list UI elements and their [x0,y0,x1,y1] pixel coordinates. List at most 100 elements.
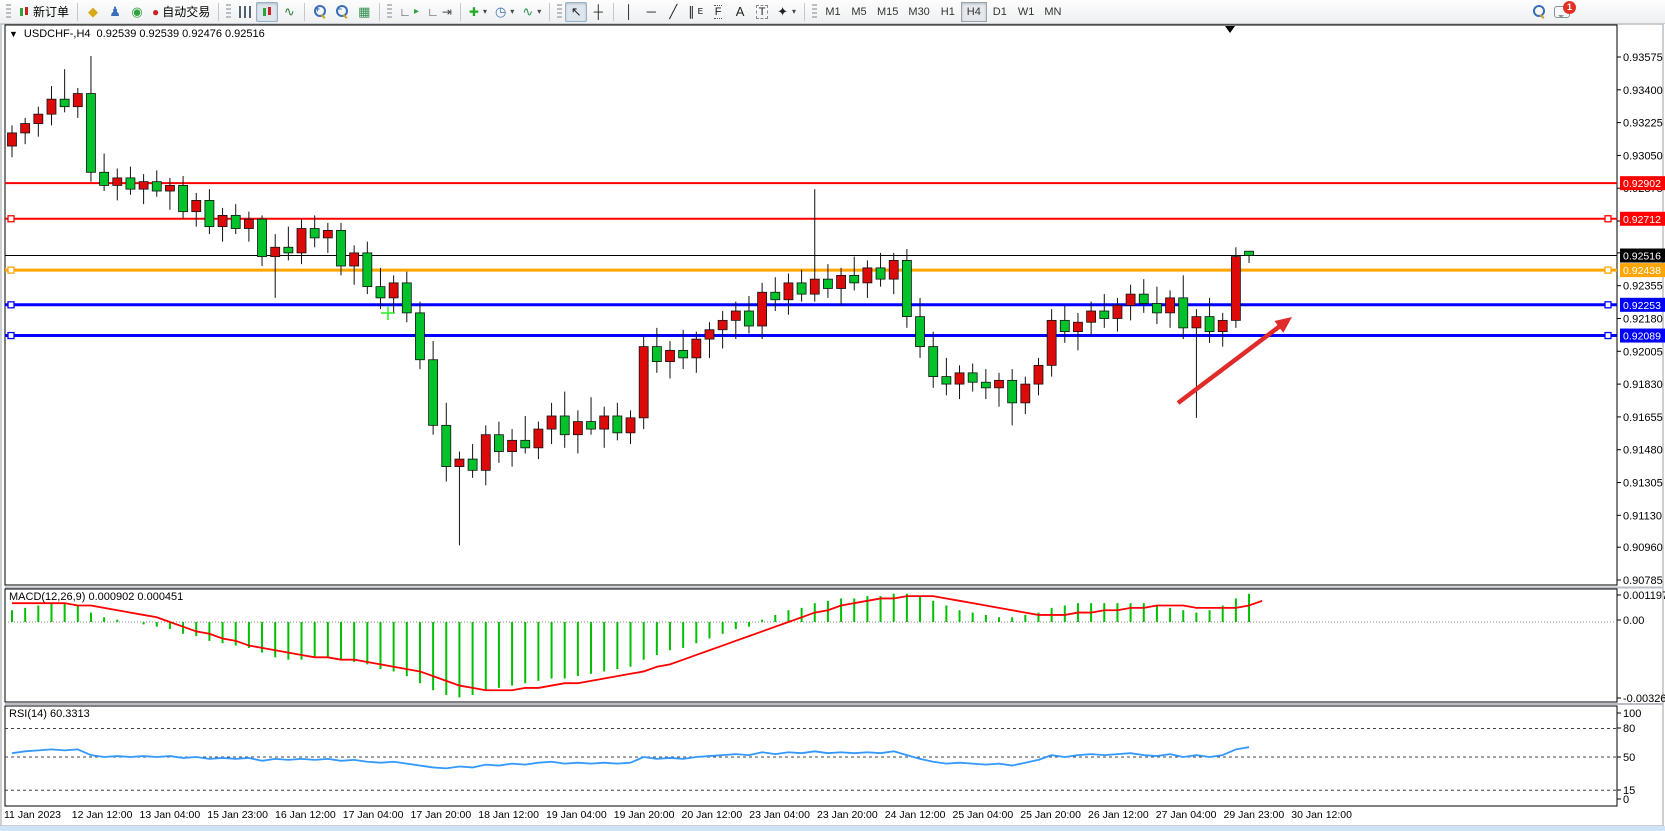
candle-bull [507,439,517,452]
crosshair-tool-button[interactable]: ┼ [587,2,609,22]
arrows-tool-button[interactable]: ✦ ▾ [773,2,800,22]
auto-scroll-button[interactable]: ∟ ▸ [395,2,423,22]
price-tick-label: 0.93225 [1623,118,1663,130]
hline-handle[interactable] [1604,266,1612,274]
timeframe-button-D1[interactable]: D1 [992,5,1007,18]
chevron-down-icon: ▾ [510,7,515,16]
notifications-button[interactable]: 1 [1550,0,1576,22]
symbol-dropdown-icon[interactable]: ▼ [9,29,18,39]
candle-bull [638,346,649,419]
candle-bull [217,214,228,228]
date-tick-label: 15 Jan 23:00 [207,809,268,821]
hline-0.92902[interactable] [5,176,1665,191]
chart-shift-button[interactable]: ∟ ⇥ [423,2,456,22]
price-tick-label: 0.91655 [1623,412,1663,424]
toolbar-grip[interactable] [812,3,817,20]
hline-0.92089[interactable] [5,328,1665,343]
cursor-tool-button[interactable]: ↖ [565,1,588,22]
candle-bear [520,439,531,449]
hline-0.92712[interactable] [5,211,1665,226]
chevron-down-icon: ▾ [482,7,487,16]
candle-bear [1152,303,1162,314]
candle-bear [401,282,412,314]
hline-handle[interactable] [1604,331,1612,340]
toolbar-grip[interactable] [226,3,232,20]
candle-bull [783,282,794,301]
price-tick-label: 0.93400 [1623,85,1663,97]
text-label-icon: T [755,4,769,19]
candle-bear [151,181,162,192]
timeframe-button-M5[interactable]: M5 [851,5,867,18]
bar-chart-button[interactable] [234,2,256,22]
candle-bear [1138,293,1149,304]
price-tick-label: 0.92180 [1623,313,1663,325]
hline-0.92253[interactable] [5,297,1665,312]
candle-bear [467,458,478,471]
toolbar-grip[interactable] [557,3,563,20]
line-chart-button[interactable]: ∿ [278,2,300,22]
periods-button[interactable]: ◷ ▾ [491,2,518,22]
timeframe-button-MN[interactable]: MN [1044,5,1062,18]
trend-arrow-head [1274,317,1292,333]
auto-trading-button[interactable]: ● 自动交易 [148,2,214,22]
fibonacci-tool-button[interactable]: F [707,2,729,22]
vertical-line-tool-button[interactable]: │ [618,2,640,22]
candle-bull [1033,364,1044,385]
price-tick-label: 0.91130 [1623,510,1662,522]
candle-bear [770,291,781,301]
hline-handle[interactable] [7,331,15,340]
toolbar-grip[interactable] [387,3,393,20]
candle-bear [230,214,241,229]
zoom-in-button[interactable]: + [309,2,331,22]
timeframe-button-M1[interactable]: M1 [825,5,841,18]
rsi-indicator-label: RSI(14) 60.3313 [9,708,90,720]
timeframe-button-M15[interactable]: M15 [877,5,899,18]
trendline-tool-button[interactable]: ╱ [662,2,684,22]
navigator-icon: ♟ [109,4,121,19]
zoom-out-button[interactable]: − [331,2,353,22]
channel-tool-button[interactable]: ∥ E [684,2,707,22]
timeframe-button-W1[interactable]: W1 [1017,5,1035,18]
timeframe-button-H1[interactable]: H1 [940,5,955,18]
price-badge [1620,176,1665,191]
macd-indicator-label: MACD(12,26,9) 0.000902 0.000451 [9,591,184,603]
terminal-button[interactable]: ◉ [126,2,148,22]
hline-handle[interactable] [1604,215,1612,223]
hline-handle[interactable] [1604,301,1612,309]
chart-shift-marker[interactable] [1225,26,1235,33]
price-tick-label: 0.91830 [1623,379,1663,391]
indicators-button[interactable]: ∿ ▾ [518,2,545,22]
hline-handle[interactable] [7,301,15,309]
horizontal-line-tool-button[interactable]: ─ [640,2,662,22]
auto-scroll-play-icon: ▸ [414,5,420,17]
indicators-icon: ∿ [522,4,534,19]
timeframe-button-M30[interactable]: M30 [908,5,930,18]
new-order-button[interactable]: 新订单 [14,2,73,22]
new-chart-button[interactable]: ✚ ▾ [465,2,491,22]
macd-histogram [11,593,1251,698]
text-tool-button[interactable]: A [729,2,751,22]
text-label-tool-button[interactable]: T [751,2,773,22]
search-button[interactable] [1528,2,1550,22]
candle-bear [441,424,452,467]
trend-arrow-annotation[interactable] [1176,317,1292,405]
price-badge [1620,263,1665,278]
candle-bear [1178,297,1189,329]
candle-bear [901,259,912,318]
candlestick-chart-button[interactable] [256,1,279,22]
hline-handle[interactable] [7,215,15,223]
crosshair-plus-marker[interactable] [381,306,395,320]
macd-axis-label: 0.001197 [1623,590,1665,602]
candle-bull [888,259,899,280]
toolbar-grip[interactable] [6,3,11,20]
price-badge-label: 0.92253 [1623,300,1661,312]
timeframe-button-H4[interactable]: H4 [960,1,987,22]
tile-windows-button[interactable]: ▦ [353,2,375,22]
navigator-button[interactable]: ♟ [104,2,126,22]
candle-bear [967,372,978,383]
market-watch-button[interactable]: ◆ [82,2,104,22]
candle-bull [572,421,583,436]
hline-0.92438[interactable] [5,263,1665,278]
hline-handle[interactable] [7,266,15,274]
